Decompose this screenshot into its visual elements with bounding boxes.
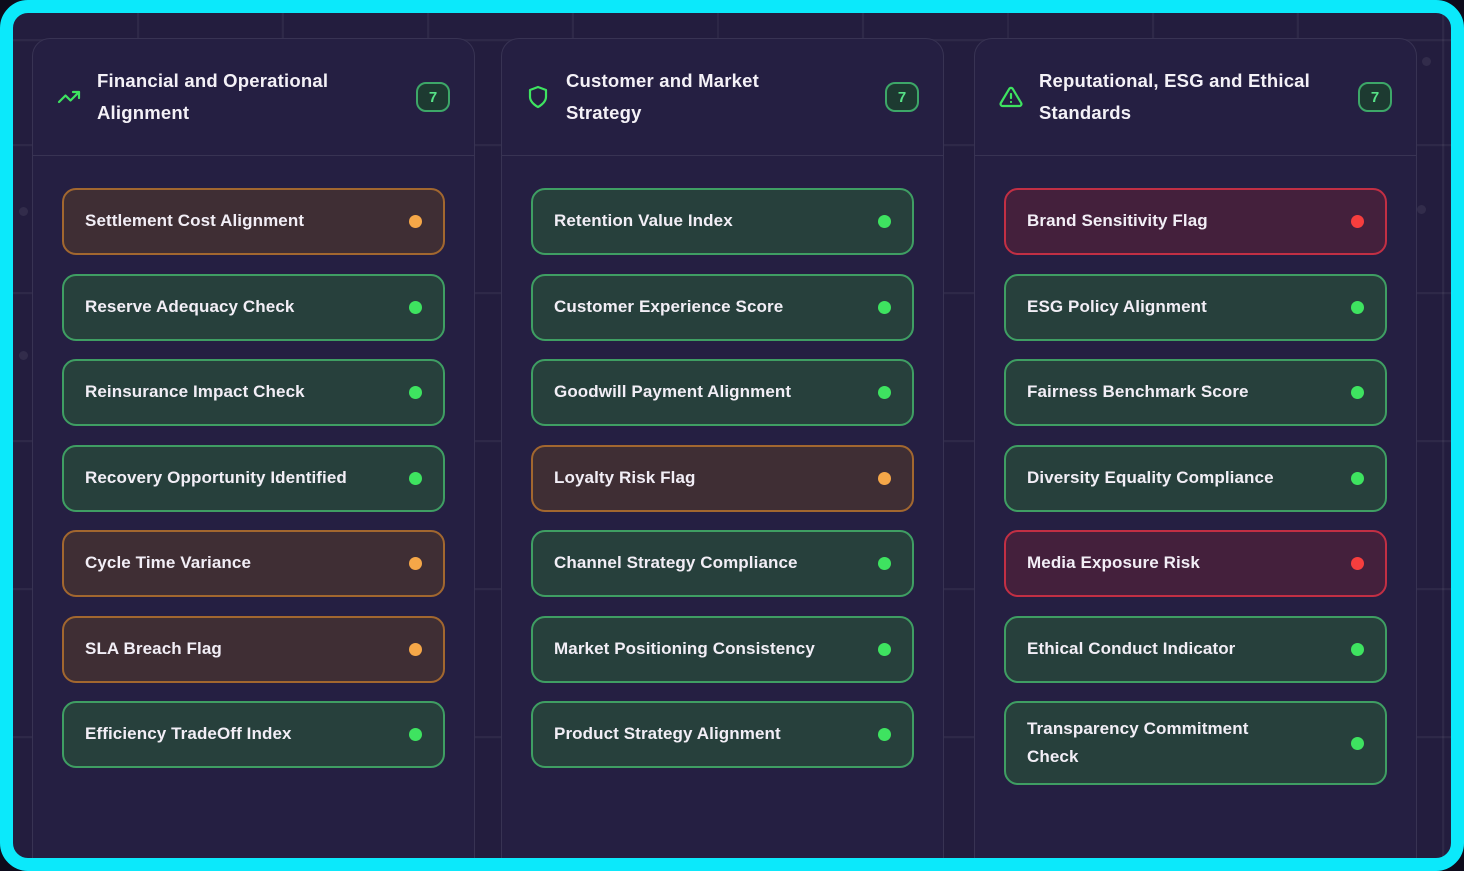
column-title: Financial and Operational Alignment bbox=[97, 70, 329, 123]
check-item[interactable]: Transparency Commitment Check bbox=[1004, 701, 1387, 786]
check-item[interactable]: Efficiency TradeOff Index bbox=[62, 701, 445, 768]
check-item[interactable]: Settlement Cost Alignment bbox=[62, 188, 445, 255]
check-item-label: Market Positioning Consistency bbox=[554, 638, 815, 658]
check-item-label: Recovery Opportunity Identified bbox=[85, 467, 347, 487]
status-dot bbox=[1351, 642, 1364, 656]
status-dot bbox=[878, 471, 891, 485]
item-list: Retention Value Index Customer Experience… bbox=[502, 156, 943, 800]
item-list: Settlement Cost Alignment Reserve Adequac… bbox=[33, 156, 474, 800]
check-item-label: Loyalty Risk Flag bbox=[554, 467, 696, 487]
check-item-label: Ethical Conduct Indicator bbox=[1027, 638, 1236, 658]
background-dot bbox=[19, 351, 28, 360]
status-dot bbox=[878, 300, 891, 314]
check-item-label: Settlement Cost Alignment bbox=[85, 211, 305, 231]
background-dot bbox=[1422, 57, 1431, 66]
check-item-label: Transparency Commitment Check bbox=[1027, 719, 1249, 767]
check-item-label: Reserve Adequacy Check bbox=[85, 296, 295, 316]
check-item-label: Cycle Time Variance bbox=[85, 553, 252, 573]
alert-triangle-icon bbox=[999, 85, 1023, 109]
column-customer-market-strategy: Customer and Market Strategy 7 Retention… bbox=[501, 38, 944, 858]
status-dot bbox=[409, 642, 422, 656]
status-dot bbox=[878, 728, 891, 741]
count-badge: 7 bbox=[416, 82, 450, 112]
status-dot bbox=[878, 215, 891, 228]
check-item[interactable]: ESG Policy Alignment bbox=[1004, 273, 1387, 341]
status-dot bbox=[409, 300, 422, 314]
status-dot bbox=[1351, 300, 1364, 314]
check-item-label: Goodwill Payment Alignment bbox=[554, 382, 792, 402]
background-dot bbox=[19, 207, 28, 216]
column-financial-operational-alignment: Financial and Operational Alignment 7 Se… bbox=[32, 38, 475, 858]
status-dot bbox=[1351, 557, 1364, 570]
check-item-label: Product Strategy Alignment bbox=[554, 724, 781, 744]
background-dot bbox=[1417, 205, 1426, 214]
check-item-label: Channel Strategy Compliance bbox=[554, 553, 798, 573]
check-item[interactable]: Channel Strategy Compliance bbox=[531, 530, 914, 597]
status-dot bbox=[409, 215, 422, 228]
column-header: Customer and Market Strategy 7 bbox=[502, 39, 943, 156]
check-item[interactable]: Retention Value Index bbox=[531, 188, 914, 255]
check-item[interactable]: Fairness Benchmark Score bbox=[1004, 359, 1387, 426]
check-item[interactable]: Goodwill Payment Alignment bbox=[531, 359, 914, 426]
column-title: Reputational, ESG and Ethical Standards bbox=[1039, 70, 1311, 123]
count-badge: 7 bbox=[885, 82, 919, 112]
check-item[interactable]: Loyalty Risk Flag bbox=[531, 444, 914, 512]
status-dot bbox=[878, 642, 891, 656]
status-dot bbox=[409, 386, 422, 399]
column-title: Customer and Market Strategy bbox=[566, 70, 759, 123]
status-dot bbox=[409, 728, 422, 741]
status-dot bbox=[1351, 215, 1364, 228]
status-dot bbox=[409, 471, 422, 485]
column-header: Reputational, ESG and Ethical Standards … bbox=[975, 39, 1416, 156]
check-item[interactable]: Product Strategy Alignment bbox=[531, 701, 914, 768]
check-item[interactable]: Customer Experience Score bbox=[531, 273, 914, 341]
trending-up-icon bbox=[57, 85, 81, 109]
status-dot bbox=[878, 386, 891, 399]
status-dot bbox=[878, 557, 891, 570]
check-item[interactable]: Ethical Conduct Indicator bbox=[1004, 615, 1387, 683]
count-badge: 7 bbox=[1358, 82, 1392, 112]
check-item[interactable]: Market Positioning Consistency bbox=[531, 615, 914, 683]
check-item-label: Retention Value Index bbox=[554, 211, 733, 231]
status-dot bbox=[1351, 736, 1364, 750]
check-item[interactable]: Reserve Adequacy Check bbox=[62, 273, 445, 341]
check-item[interactable]: Diversity Equality Compliance bbox=[1004, 444, 1387, 512]
status-dot bbox=[1351, 386, 1364, 399]
column-reputational-esg-ethical: Reputational, ESG and Ethical Standards … bbox=[974, 38, 1417, 858]
column-header: Financial and Operational Alignment 7 bbox=[33, 39, 474, 156]
check-item[interactable]: SLA Breach Flag bbox=[62, 615, 445, 683]
check-item-label: Fairness Benchmark Score bbox=[1027, 382, 1249, 402]
check-item-label: SLA Breach Flag bbox=[85, 638, 222, 658]
status-dot bbox=[409, 557, 422, 570]
check-item-label: Efficiency TradeOff Index bbox=[85, 724, 292, 744]
check-item-label: Diversity Equality Compliance bbox=[1027, 467, 1274, 487]
check-item-label: Media Exposure Risk bbox=[1027, 553, 1200, 573]
check-item[interactable]: Recovery Opportunity Identified bbox=[62, 444, 445, 512]
check-item-label: ESG Policy Alignment bbox=[1027, 296, 1207, 316]
check-item-label: Brand Sensitivity Flag bbox=[1027, 211, 1208, 231]
check-item-label: Customer Experience Score bbox=[554, 296, 784, 316]
check-item[interactable]: Media Exposure Risk bbox=[1004, 530, 1387, 597]
check-item[interactable]: Cycle Time Variance bbox=[62, 530, 445, 597]
check-item[interactable]: Reinsurance Impact Check bbox=[62, 359, 445, 426]
shield-icon bbox=[526, 85, 550, 109]
check-item-label: Reinsurance Impact Check bbox=[85, 382, 305, 402]
check-item[interactable]: Brand Sensitivity Flag bbox=[1004, 188, 1387, 255]
item-list: Brand Sensitivity Flag ESG Policy Alignme… bbox=[975, 156, 1416, 817]
status-dot bbox=[1351, 471, 1364, 485]
